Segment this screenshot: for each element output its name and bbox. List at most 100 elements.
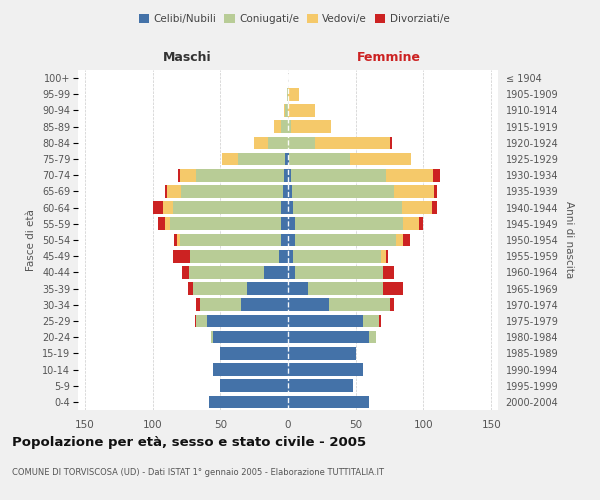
Bar — [189, 266, 288, 278]
Bar — [288, 136, 389, 149]
Bar — [287, 88, 288, 101]
Y-axis label: Anni di nascita: Anni di nascita — [564, 202, 574, 278]
Text: Femmine: Femmine — [357, 50, 421, 64]
Bar — [288, 266, 295, 278]
Bar — [288, 266, 383, 278]
Bar — [288, 218, 403, 230]
Bar — [288, 104, 315, 117]
Bar — [196, 314, 288, 328]
Bar — [288, 234, 397, 246]
Bar — [288, 202, 437, 214]
Bar — [288, 152, 289, 166]
Bar — [221, 152, 288, 166]
Bar — [288, 363, 362, 376]
Bar — [220, 380, 288, 392]
Text: Popolazione per età, sesso e stato civile - 2005: Popolazione per età, sesso e stato civil… — [12, 436, 366, 449]
Bar — [288, 185, 292, 198]
Bar — [284, 169, 288, 181]
Bar — [189, 266, 288, 278]
Bar — [288, 169, 433, 181]
Bar — [281, 234, 288, 246]
Text: COMUNE DI TORVISCOSA (UD) - Dati ISTAT 1° gennaio 2005 - Elaborazione TUTTITALIA: COMUNE DI TORVISCOSA (UD) - Dati ISTAT 1… — [12, 468, 384, 477]
Bar — [220, 347, 288, 360]
Bar — [288, 234, 295, 246]
Bar — [165, 218, 288, 230]
Bar — [281, 120, 288, 133]
Bar — [200, 298, 288, 311]
Bar — [288, 218, 295, 230]
Bar — [288, 363, 362, 376]
Bar — [165, 185, 288, 198]
Bar — [288, 396, 369, 408]
Bar — [200, 298, 288, 311]
Bar — [177, 234, 288, 246]
Bar — [283, 185, 288, 198]
Bar — [288, 314, 379, 328]
Bar — [288, 202, 402, 214]
Bar — [193, 282, 288, 295]
Bar — [288, 266, 394, 278]
Bar — [274, 120, 288, 133]
Text: Maschi: Maschi — [163, 50, 212, 64]
Bar — [268, 136, 288, 149]
Bar — [288, 298, 389, 311]
Bar — [207, 314, 288, 328]
Bar — [254, 136, 288, 149]
Bar — [174, 234, 288, 246]
Bar — [288, 282, 383, 295]
Bar — [288, 250, 388, 262]
Bar — [288, 218, 419, 230]
Bar — [288, 218, 424, 230]
Bar — [220, 380, 288, 392]
Bar — [173, 250, 288, 262]
Bar — [288, 202, 293, 214]
Bar — [178, 169, 288, 181]
Bar — [211, 331, 288, 344]
Bar — [288, 331, 376, 344]
Bar — [288, 282, 403, 295]
Bar — [288, 396, 369, 408]
Bar — [288, 298, 394, 311]
Bar — [288, 314, 362, 328]
Bar — [288, 169, 291, 181]
Bar — [288, 347, 356, 360]
Bar — [288, 298, 389, 311]
Bar — [284, 104, 288, 117]
Bar — [209, 396, 288, 408]
Bar — [288, 185, 437, 198]
Bar — [288, 331, 376, 344]
Bar — [263, 266, 288, 278]
Y-axis label: Fasce di età: Fasce di età — [26, 209, 37, 271]
Bar — [221, 152, 288, 166]
Bar — [220, 347, 288, 360]
Bar — [288, 169, 440, 181]
Bar — [196, 314, 288, 328]
Bar — [220, 347, 288, 360]
Bar — [158, 218, 288, 230]
Bar — [288, 347, 356, 360]
Bar — [288, 88, 299, 101]
Bar — [288, 282, 308, 295]
Bar — [288, 88, 299, 101]
Bar — [288, 136, 315, 149]
Bar — [281, 202, 288, 214]
Bar — [254, 136, 288, 149]
Bar — [288, 314, 382, 328]
Bar — [288, 331, 376, 344]
Bar — [288, 380, 353, 392]
Bar — [214, 363, 288, 376]
Bar — [214, 331, 288, 344]
Bar — [288, 202, 431, 214]
Bar — [288, 120, 331, 133]
Bar — [190, 250, 288, 262]
Bar — [179, 234, 288, 246]
Bar — [241, 298, 288, 311]
Bar — [288, 266, 383, 278]
Bar — [220, 380, 288, 392]
Bar — [288, 347, 356, 360]
Bar — [214, 363, 288, 376]
Bar — [211, 331, 288, 344]
Bar — [188, 282, 288, 295]
Bar — [288, 363, 362, 376]
Bar — [196, 169, 288, 181]
